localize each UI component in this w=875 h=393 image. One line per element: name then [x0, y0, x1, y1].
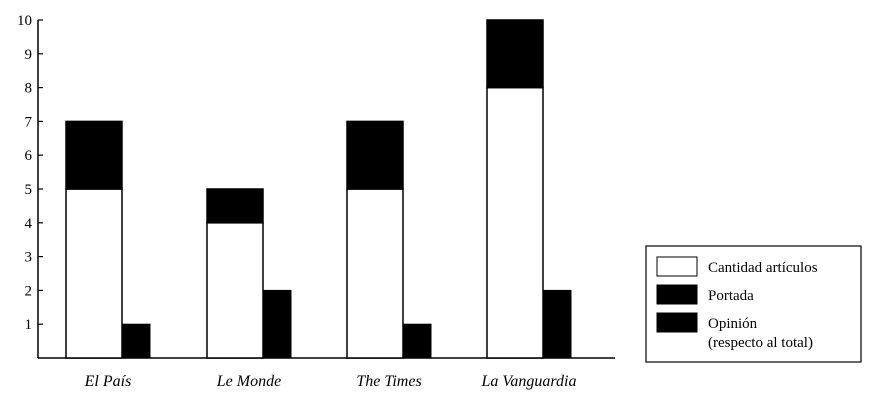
- y-tick-label: 6: [25, 148, 33, 164]
- bar-cantidad-articulos: [65, 188, 123, 359]
- legend-label: Opinión: [708, 316, 758, 332]
- legend-label: Portada: [708, 288, 754, 304]
- bar-portada: [65, 120, 123, 190]
- y-tick-label: 8: [25, 81, 33, 97]
- bar-opinion: [121, 323, 151, 359]
- legend-swatch: [656, 284, 698, 305]
- legend-sublabel: (respecto al total): [708, 335, 813, 351]
- bar-cantidad-articulos: [486, 86, 544, 359]
- bar-portada: [206, 188, 264, 224]
- y-tick-label: 2: [25, 283, 33, 299]
- legend-swatch: [656, 312, 698, 333]
- x-category-label: El País: [84, 373, 132, 390]
- y-tick-label: 9: [25, 47, 33, 63]
- x-category-label: La Vanguardia: [481, 373, 577, 390]
- chart-labels: 1 2 3 4 5 6 7 8 9 10 El País Le Monde The Times La Va…: [17, 13, 576, 390]
- bar-portada: [486, 19, 544, 89]
- legend: Cantidad artículos Portada Opinión (respect…: [645, 245, 862, 363]
- bar-portada: [346, 120, 404, 190]
- bar-opinion: [262, 289, 292, 359]
- x-category-label: The Times: [356, 373, 421, 390]
- y-tick-label: 1: [25, 317, 33, 333]
- bar-cantidad-articulos: [346, 188, 404, 359]
- chart-bars: [65, 19, 572, 359]
- y-tick-label: 5: [25, 182, 33, 198]
- bar-cantidad-articulos: [206, 222, 264, 359]
- legend-label: Cantidad artículos: [708, 260, 818, 276]
- y-tick-label: 7: [25, 114, 33, 130]
- y-tick-label: 3: [25, 250, 33, 266]
- bar-opinion: [542, 289, 572, 359]
- y-tick-label: 4: [25, 216, 33, 232]
- x-category-label: Le Monde: [216, 373, 281, 390]
- legend-swatch: [656, 256, 698, 277]
- bar-opinion: [402, 323, 432, 359]
- y-tick-label: 10: [17, 13, 32, 29]
